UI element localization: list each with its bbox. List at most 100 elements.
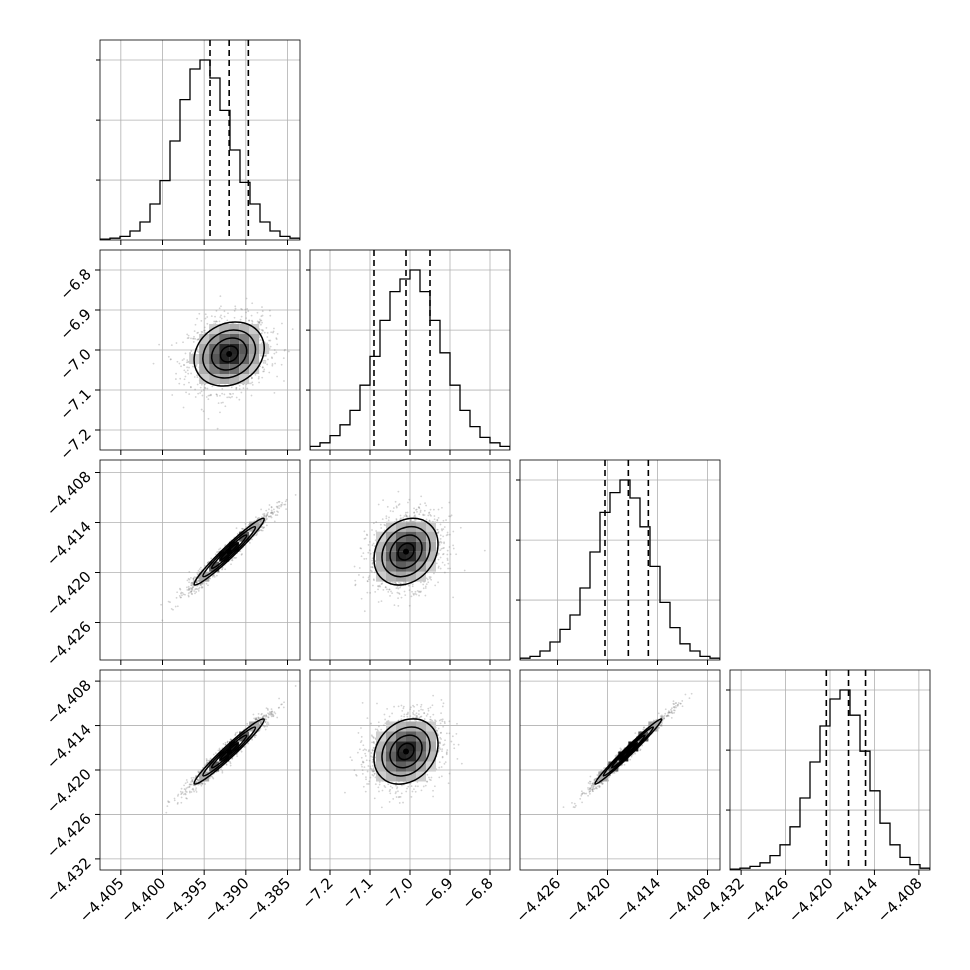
scatter-point <box>581 792 584 794</box>
scatter-point <box>441 748 444 751</box>
scatter-point <box>241 553 243 555</box>
density-cell <box>426 751 436 762</box>
scatter-point <box>185 787 188 790</box>
scatter-point <box>428 576 431 578</box>
scatter-point <box>275 337 278 339</box>
scatter-point <box>259 339 262 341</box>
scatter-point <box>427 776 430 779</box>
scatter-point <box>436 528 439 531</box>
scatter-point <box>438 761 441 764</box>
scatter-point <box>403 590 406 593</box>
scatter-point <box>183 364 185 366</box>
scatter-point <box>366 580 369 582</box>
scatter-point <box>197 331 200 334</box>
scatter-point <box>235 387 238 390</box>
scatter-point <box>661 715 664 718</box>
scatter-point <box>386 588 388 591</box>
scatter-point <box>590 786 593 789</box>
scatter-point <box>178 382 181 385</box>
scatter-point <box>194 337 197 340</box>
scatter-point <box>413 515 416 518</box>
scatter-point <box>220 768 222 771</box>
contour-line <box>373 718 439 785</box>
scatter-point <box>257 716 260 719</box>
scatter-point <box>674 702 677 705</box>
scatter-point <box>224 743 227 746</box>
scatter-point <box>224 741 227 744</box>
scatter-point <box>449 567 451 570</box>
scatter-point <box>406 712 409 715</box>
scatter-point <box>235 386 238 389</box>
density-cell <box>249 364 260 374</box>
density-cell <box>416 531 426 542</box>
scatter-point <box>240 391 243 394</box>
scatter-point <box>442 553 444 556</box>
scatter-point <box>254 718 257 721</box>
scatter-point <box>183 358 185 360</box>
scatter-point <box>441 705 444 708</box>
scatter-point <box>189 783 192 786</box>
scatter-point <box>270 710 273 713</box>
scatter-point <box>405 515 407 517</box>
scatter-point <box>383 713 386 716</box>
scatter-point <box>428 512 430 514</box>
scatter-point <box>257 712 260 715</box>
scatter-point <box>204 564 206 567</box>
scatter-point <box>186 333 189 336</box>
scatter-point <box>229 762 232 765</box>
scatter-point <box>367 578 370 581</box>
scatter-point <box>590 784 593 787</box>
scatter-point <box>399 514 402 517</box>
scatter-point <box>397 592 400 595</box>
scatter-point <box>663 717 666 720</box>
scatter-point <box>412 593 415 596</box>
scatter-point <box>360 740 363 742</box>
y-tick-label: −6.9 <box>56 305 94 343</box>
scatter-point <box>210 394 212 397</box>
scatter-point <box>435 562 438 565</box>
scatter-point <box>282 357 285 360</box>
scatter-point <box>589 788 591 791</box>
scatter-point <box>259 523 261 526</box>
scatter-point <box>185 797 188 800</box>
scatter-point <box>448 546 451 548</box>
scatter-point <box>409 706 412 709</box>
scatter-point <box>255 534 258 537</box>
scatter-point <box>384 718 387 721</box>
scatter-point <box>291 328 294 331</box>
scatter-point <box>254 736 256 739</box>
x-tick-label: −4.400 <box>117 874 169 926</box>
scatter-point <box>262 370 264 373</box>
scatter-point <box>677 704 679 706</box>
x-tick-label: −4.414 <box>829 874 881 926</box>
scatter-point <box>363 610 366 613</box>
scatter-point <box>188 588 190 591</box>
scatter-point <box>371 735 374 738</box>
scatter-point <box>196 350 199 353</box>
scatter-point <box>261 518 264 521</box>
scatter-point <box>430 718 432 721</box>
scatter-point <box>364 537 367 540</box>
scatter-point <box>448 720 451 723</box>
scatter-point <box>263 331 266 334</box>
scatter-point <box>403 715 406 718</box>
scatter-point <box>367 750 370 753</box>
scatter-point <box>192 776 195 779</box>
scatter-point <box>280 504 282 506</box>
scatter-point <box>417 785 419 788</box>
density-cell <box>229 374 240 384</box>
scatter-point <box>377 721 380 724</box>
scatter-point <box>592 788 595 791</box>
scatter-point <box>192 783 195 786</box>
scatter-point <box>439 534 442 537</box>
scatter-point <box>399 586 401 589</box>
scatter-point <box>673 705 676 708</box>
scatter-point <box>395 519 398 521</box>
scatter-point <box>619 747 622 750</box>
scatter-point <box>218 320 221 323</box>
scatter-point <box>354 579 357 582</box>
scatter-point <box>276 514 279 516</box>
scatter-point <box>181 359 184 362</box>
scatter-point <box>377 585 379 587</box>
scatter-point <box>190 386 192 389</box>
